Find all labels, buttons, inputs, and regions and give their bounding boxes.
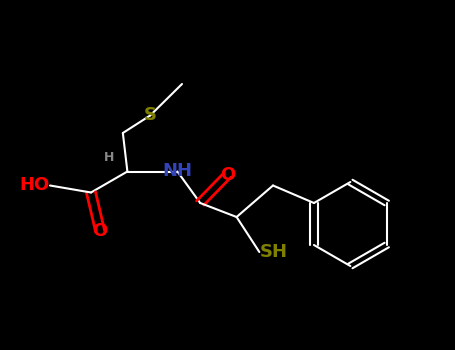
Text: O: O	[92, 222, 108, 240]
Text: NH: NH	[162, 162, 192, 181]
Text: O: O	[220, 166, 235, 184]
Text: SH: SH	[259, 243, 288, 261]
Text: HO: HO	[20, 176, 50, 195]
Text: S: S	[144, 106, 157, 125]
Text: H: H	[104, 151, 114, 164]
